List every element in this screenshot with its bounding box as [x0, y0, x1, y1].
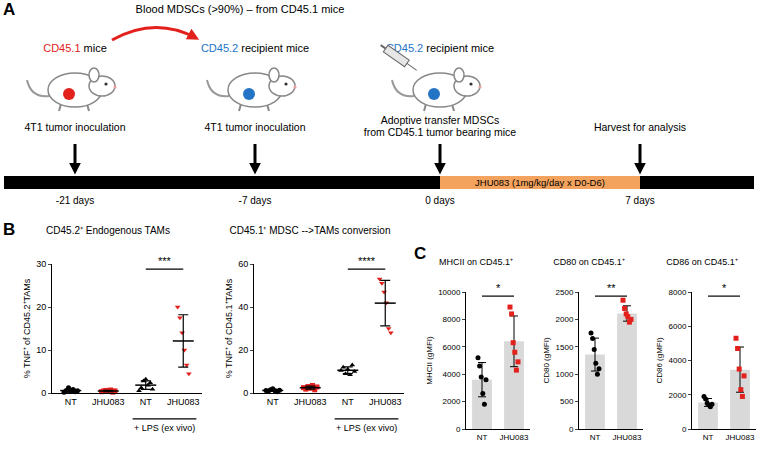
svg-text:Adoptive transfer MDSCs: Adoptive transfer MDSCs — [381, 114, 499, 126]
svg-text:NT: NT — [65, 397, 77, 407]
svg-text:10: 10 — [36, 345, 46, 355]
svg-text:CD80 on CD45.1⁺: CD80 on CD45.1⁺ — [553, 257, 625, 267]
svg-text:20: 20 — [238, 345, 248, 355]
svg-text:CD80 (gMFI): CD80 (gMFI) — [542, 337, 551, 384]
svg-text:*: * — [722, 282, 727, 294]
svg-text:CD45.2⁺ Endogenous TAMs: CD45.2⁺ Endogenous TAMs — [46, 225, 170, 236]
svg-text:40: 40 — [238, 302, 248, 312]
svg-text:JHU083: JHU083 — [369, 397, 402, 407]
html-text:B: B — [3, 220, 16, 239]
svg-text:1500: 1500 — [556, 343, 574, 352]
svg-text:20: 20 — [36, 302, 46, 312]
svg-text:2000: 2000 — [443, 397, 461, 406]
svg-text:Blood MDSCs (>90%) – from CD45: Blood MDSCs (>90%) – from CD45.1 mice — [136, 3, 345, 15]
svg-text:JHU083 (1mg/kg/day x D0-D6): JHU083 (1mg/kg/day x D0-D6) — [475, 177, 605, 188]
svg-text:JHU083: JHU083 — [726, 433, 755, 442]
svg-text:% TNF⁺ of CD45.2⁺TAMs: % TNF⁺ of CD45.2⁺TAMs — [22, 278, 32, 378]
svg-text:-7 days: -7 days — [239, 195, 272, 206]
svg-text:2000: 2000 — [669, 391, 687, 400]
svg-text:2500: 2500 — [556, 288, 574, 297]
svg-text:4000: 4000 — [669, 356, 687, 365]
svg-text:0: 0 — [243, 388, 248, 398]
svg-text:CD45.2 recipient mice: CD45.2 recipient mice — [201, 42, 309, 54]
svg-text:****: **** — [358, 255, 376, 267]
svg-text:*: * — [496, 282, 501, 294]
svg-text:10000: 10000 — [438, 288, 461, 297]
svg-text:+ LPS (ex vivo): + LPS (ex vivo) — [336, 423, 397, 433]
svg-text:CD86 (gMFI): CD86 (gMFI) — [655, 337, 664, 384]
svg-text:NT: NT — [342, 397, 354, 407]
svg-text:1000: 1000 — [556, 370, 574, 379]
svg-text:0: 0 — [682, 425, 687, 434]
html-text:C: C — [414, 244, 427, 263]
svg-text:0: 0 — [569, 425, 574, 434]
svg-text:2000: 2000 — [556, 315, 574, 324]
svg-text:4T1 tumor inoculation: 4T1 tumor inoculation — [205, 121, 306, 133]
svg-text:6000: 6000 — [669, 322, 687, 331]
svg-text:NT: NT — [703, 433, 714, 442]
svg-text:JHU083: JHU083 — [167, 397, 200, 407]
svg-text:+ LPS (ex vivo): + LPS (ex vivo) — [134, 423, 195, 433]
svg-text:0: 0 — [456, 425, 461, 434]
svg-text:from CD45.1 tumor bearing mice: from CD45.1 tumor bearing mice — [364, 126, 516, 138]
svg-text:**: ** — [607, 282, 616, 294]
svg-text:60: 60 — [238, 259, 248, 269]
svg-text:8000: 8000 — [443, 315, 461, 324]
svg-text:JHU083: JHU083 — [613, 433, 642, 442]
html-text:A: A — [3, 0, 16, 19]
svg-text:JHU083: JHU083 — [92, 397, 125, 407]
svg-text:MHCII on CD45.1⁺: MHCII on CD45.1⁺ — [439, 257, 513, 267]
svg-text:CD45.1 mice: CD45.1 mice — [43, 42, 107, 54]
svg-text:4T1 tumor inoculation: 4T1 tumor inoculation — [25, 121, 126, 133]
svg-text:0 days: 0 days — [425, 195, 454, 206]
svg-text:4000: 4000 — [443, 370, 461, 379]
svg-text:NT: NT — [590, 433, 601, 442]
svg-text:6000: 6000 — [443, 343, 461, 352]
svg-text:MHCII (gMFI): MHCII (gMFI) — [425, 336, 434, 385]
svg-text:7 days: 7 days — [625, 195, 654, 206]
svg-text:CD45.2 recipient mice: CD45.2 recipient mice — [386, 42, 494, 54]
svg-text:500: 500 — [560, 397, 574, 406]
svg-text:NT: NT — [140, 397, 152, 407]
svg-text:% TNF⁺ of CD45.1⁺TAMs: % TNF⁺ of CD45.1⁺TAMs — [224, 278, 234, 378]
svg-text:30: 30 — [36, 259, 46, 269]
svg-text:CD45.1⁺ MDSC -->TAMs conversio: CD45.1⁺ MDSC -->TAMs conversion — [230, 225, 391, 236]
svg-text:JHU083: JHU083 — [294, 397, 327, 407]
svg-text:8000: 8000 — [669, 288, 687, 297]
svg-text:0: 0 — [41, 388, 46, 398]
svg-text:CD86 on CD45.1⁺: CD86 on CD45.1⁺ — [666, 257, 738, 267]
svg-text:Harvest for analysis: Harvest for analysis — [594, 121, 686, 133]
svg-text:***: *** — [158, 255, 172, 267]
svg-text:-21 days: -21 days — [56, 195, 94, 206]
svg-text:JHU083: JHU083 — [500, 433, 529, 442]
svg-text:NT: NT — [267, 397, 279, 407]
svg-text:NT: NT — [477, 433, 488, 442]
